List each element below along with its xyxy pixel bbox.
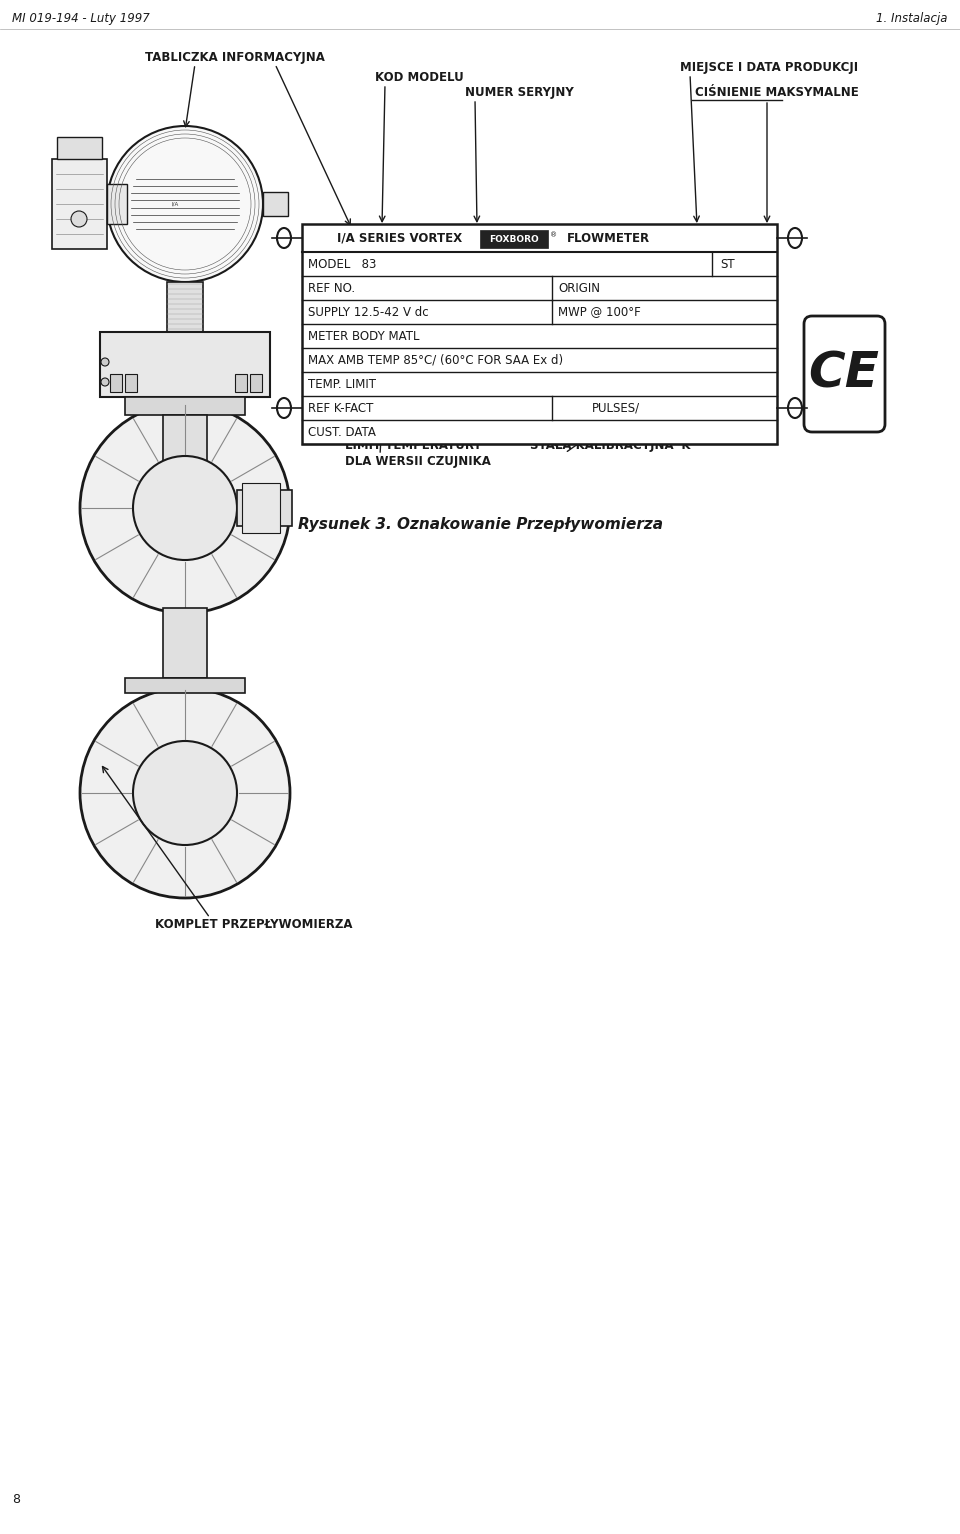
Text: METER BODY MATL: METER BODY MATL (308, 330, 420, 342)
Bar (163, 416, 207, 500)
Text: REF K-FACT: REF K-FACT (308, 402, 373, 414)
Text: DLA WERSII CZUJNIKA: DLA WERSII CZUJNIKA (345, 456, 491, 468)
Circle shape (133, 741, 237, 845)
Text: PULSES/: PULSES/ (592, 402, 640, 414)
Bar (250, 374, 262, 393)
Bar (242, 483, 280, 532)
Text: CIŚNIENIE MAKSYMALNE: CIŚNIENIE MAKSYMALNE (695, 86, 859, 100)
Text: REF NO.: REF NO. (308, 282, 355, 295)
Ellipse shape (277, 229, 291, 249)
Text: MAX AMB TEMP 85°C/ (60°C FOR SAA Ex d): MAX AMB TEMP 85°C/ (60°C FOR SAA Ex d) (308, 353, 564, 367)
Text: I/A: I/A (172, 201, 179, 207)
Text: MIEJSCE I DATA PRODUKCJI: MIEJSCE I DATA PRODUKCJI (680, 61, 858, 74)
Bar (235, 374, 247, 393)
Text: Rysunek 3. Oznakowanie Przepływomierza: Rysunek 3. Oznakowanie Przepływomierza (298, 517, 662, 531)
Text: ORIGIN: ORIGIN (558, 282, 600, 295)
Circle shape (80, 689, 290, 897)
Text: 8: 8 (12, 1493, 20, 1506)
Text: KOD MODELU: KOD MODELU (375, 71, 464, 84)
Circle shape (101, 357, 109, 367)
Bar (57, 137, 102, 160)
Text: ST: ST (720, 258, 734, 270)
Text: TEMP. LIMIT: TEMP. LIMIT (308, 377, 376, 391)
Text: I/A SERIES VORTEX: I/A SERIES VORTEX (337, 232, 462, 244)
Circle shape (101, 377, 109, 387)
Text: FLOWMETER: FLOWMETER (567, 232, 650, 244)
Text: MODEL   83: MODEL 83 (308, 258, 376, 270)
Bar (263, 192, 288, 216)
Text: MI 019-194 - Luty 1997: MI 019-194 - Luty 1997 (12, 12, 150, 25)
Text: FOXBORO: FOXBORO (490, 235, 539, 244)
Bar (125, 678, 245, 693)
Bar (100, 331, 270, 397)
Bar (163, 607, 207, 678)
FancyBboxPatch shape (804, 316, 885, 433)
Text: 1. Instalacja: 1. Instalacja (876, 12, 948, 25)
Bar (480, 230, 548, 249)
Text: KOMPLET PRZEPŁYWOMIERZA: KOMPLET PRZEPŁYWOMIERZA (155, 917, 352, 931)
Bar (110, 374, 122, 393)
Text: NUMER SERYJNY: NUMER SERYJNY (465, 86, 574, 100)
Text: MWP @ 100°F: MWP @ 100°F (558, 305, 640, 319)
Circle shape (71, 212, 87, 227)
Text: CE: CE (808, 350, 879, 397)
Text: STAŁA KALIBRACYJNA 'K': STAŁA KALIBRACYJNA 'K' (530, 439, 694, 453)
Circle shape (107, 126, 263, 282)
Ellipse shape (788, 397, 802, 417)
Bar (167, 282, 203, 331)
Text: TABLICZKA INFORMACYJNA: TABLICZKA INFORMACYJNA (145, 51, 324, 64)
Circle shape (80, 403, 290, 614)
Text: SUPPLY 12.5-42 V dc: SUPPLY 12.5-42 V dc (308, 305, 428, 319)
Bar (237, 489, 292, 526)
Circle shape (133, 456, 237, 560)
Bar (302, 224, 777, 443)
Bar (52, 160, 107, 249)
Bar (107, 184, 127, 224)
Text: CUST. DATA: CUST. DATA (308, 425, 376, 439)
Bar (125, 397, 245, 416)
Bar (125, 374, 137, 393)
Ellipse shape (788, 229, 802, 249)
Ellipse shape (277, 397, 291, 417)
Text: LIMIT TEMPERATURY: LIMIT TEMPERATURY (345, 439, 482, 453)
Text: ®: ® (550, 232, 557, 238)
